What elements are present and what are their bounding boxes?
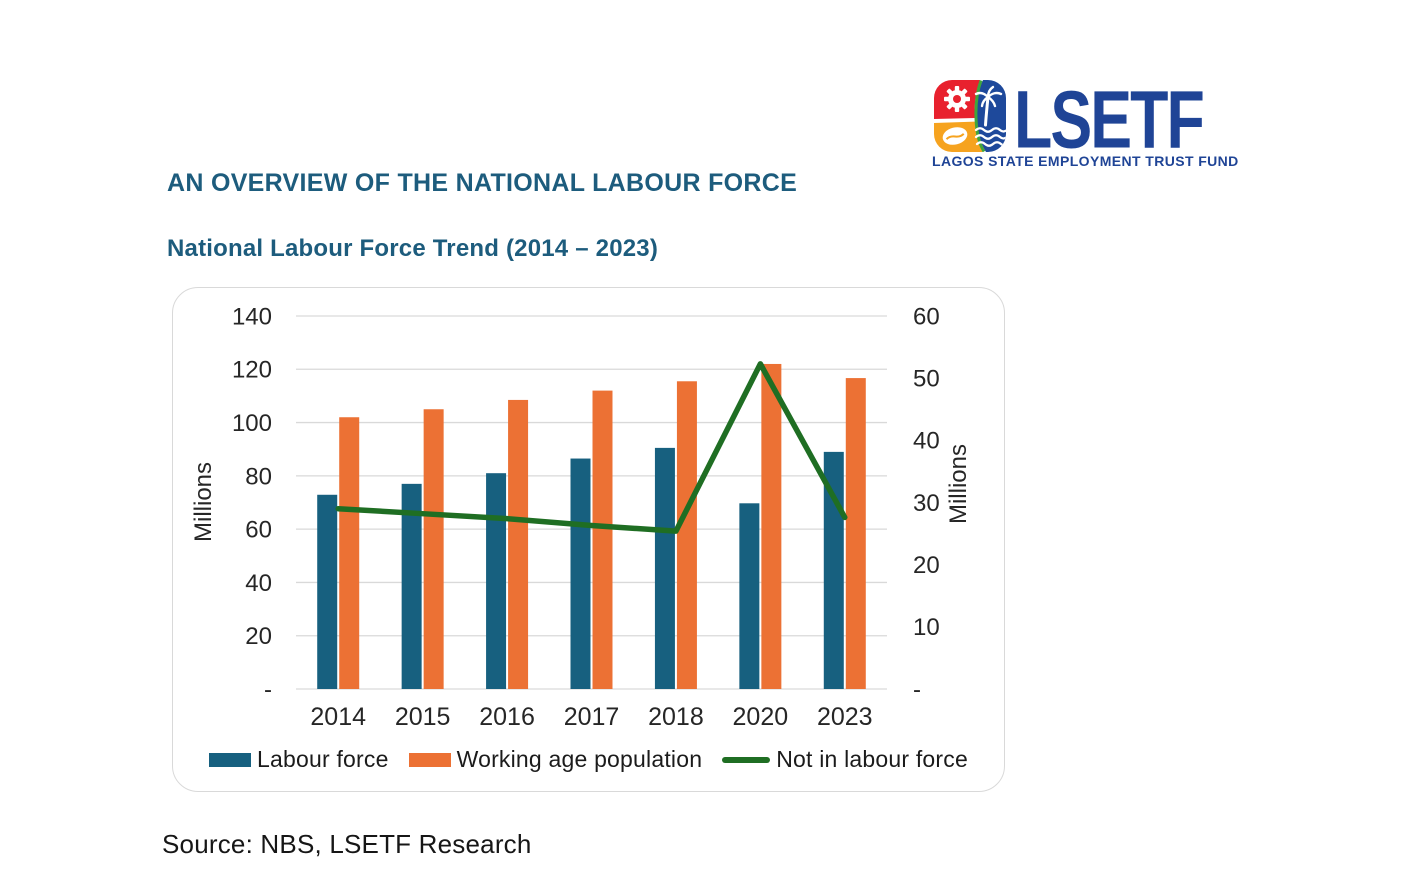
svg-text:2016: 2016 xyxy=(479,703,535,731)
lsetf-logo-mark-icon xyxy=(934,80,1006,152)
right-axis-title: Millions xyxy=(945,444,972,524)
svg-text:2023: 2023 xyxy=(817,703,873,731)
legend-swatch-bar xyxy=(408,752,451,767)
chart-title: National Labour Force Trend (2014 – 2023… xyxy=(167,235,659,262)
source-text: Source: NBS, LSETF Research xyxy=(162,829,532,859)
x-axis-labels: 2014 2015 2016 2017 2018 2020 2023 xyxy=(310,703,872,731)
legend-item-working-age-population: Working age population xyxy=(408,746,703,773)
gear-icon xyxy=(944,86,970,112)
legend-item-labour-force: Labour force xyxy=(209,746,389,773)
right-axis-ticks: 60 50 40 30 20 10 - xyxy=(913,303,940,703)
legend-label: Labour force xyxy=(257,746,389,772)
gridlines xyxy=(296,315,887,690)
svg-text:40: 40 xyxy=(913,428,940,455)
svg-text:2015: 2015 xyxy=(395,703,451,731)
bars-working-age-population xyxy=(339,363,866,689)
svg-text:140: 140 xyxy=(232,303,272,330)
legend-label: Not in labour force xyxy=(776,746,968,772)
svg-text:100: 100 xyxy=(232,410,272,437)
logo-tagline: LAGOS STATE EMPLOYMENT TRUST FUND xyxy=(932,153,1239,169)
tagline-lagos-state: LAGOS STATE xyxy=(932,153,1039,169)
legend-label: Working age population xyxy=(456,746,703,772)
svg-text:120: 120 xyxy=(232,357,272,384)
svg-text:-: - xyxy=(913,676,921,703)
svg-text:50: 50 xyxy=(913,366,940,393)
legend-swatch-bar xyxy=(209,752,252,767)
svg-text:-: - xyxy=(264,676,272,703)
svg-text:2014: 2014 xyxy=(310,703,366,731)
left-axis-ticks: 140 120 100 80 60 40 20 - xyxy=(232,303,272,703)
cowrie-shell-icon xyxy=(942,127,968,145)
chart-legend: Labour force Working age population Not in… xyxy=(173,746,1004,773)
chart-card: 140 120 100 80 60 40 20 - 60 50 40 30 20 10 - Millions M… xyxy=(172,287,1005,792)
svg-text:60: 60 xyxy=(245,517,272,544)
bars-labour-force xyxy=(317,447,844,689)
svg-text:20: 20 xyxy=(245,623,272,650)
svg-text:60: 60 xyxy=(913,303,940,330)
palm-tree-icon xyxy=(974,85,1003,127)
svg-text:2020: 2020 xyxy=(733,703,789,731)
svg-text:2017: 2017 xyxy=(564,703,620,731)
tagline-employment: EMPLOYMENT xyxy=(1038,153,1141,169)
logo-acronym: LSETF xyxy=(1014,73,1205,166)
lsetf-logo: LSETF LAGOS STATE EMPLOYMENT TRUST FUND xyxy=(932,73,1238,170)
svg-text:20: 20 xyxy=(913,552,940,579)
legend-item-not-in-labour-force: Not in labour force xyxy=(722,746,968,773)
svg-text:2018: 2018 xyxy=(648,703,704,731)
line-not-in-labour-force xyxy=(335,361,848,534)
tagline-trust-fund: TRUST FUND xyxy=(1140,153,1239,169)
labour-force-chart: 140 120 100 80 60 40 20 - 60 50 40 30 20 10 - Millions M… xyxy=(190,303,972,731)
page-title: AN OVERVIEW OF THE NATIONAL LABOUR FORCE xyxy=(167,169,798,197)
svg-text:80: 80 xyxy=(245,463,272,490)
left-axis-title: Millions xyxy=(190,462,217,542)
svg-text:40: 40 xyxy=(245,570,272,597)
svg-text:10: 10 xyxy=(913,614,940,641)
legend-swatch-line xyxy=(722,756,771,763)
svg-text:30: 30 xyxy=(913,490,940,517)
